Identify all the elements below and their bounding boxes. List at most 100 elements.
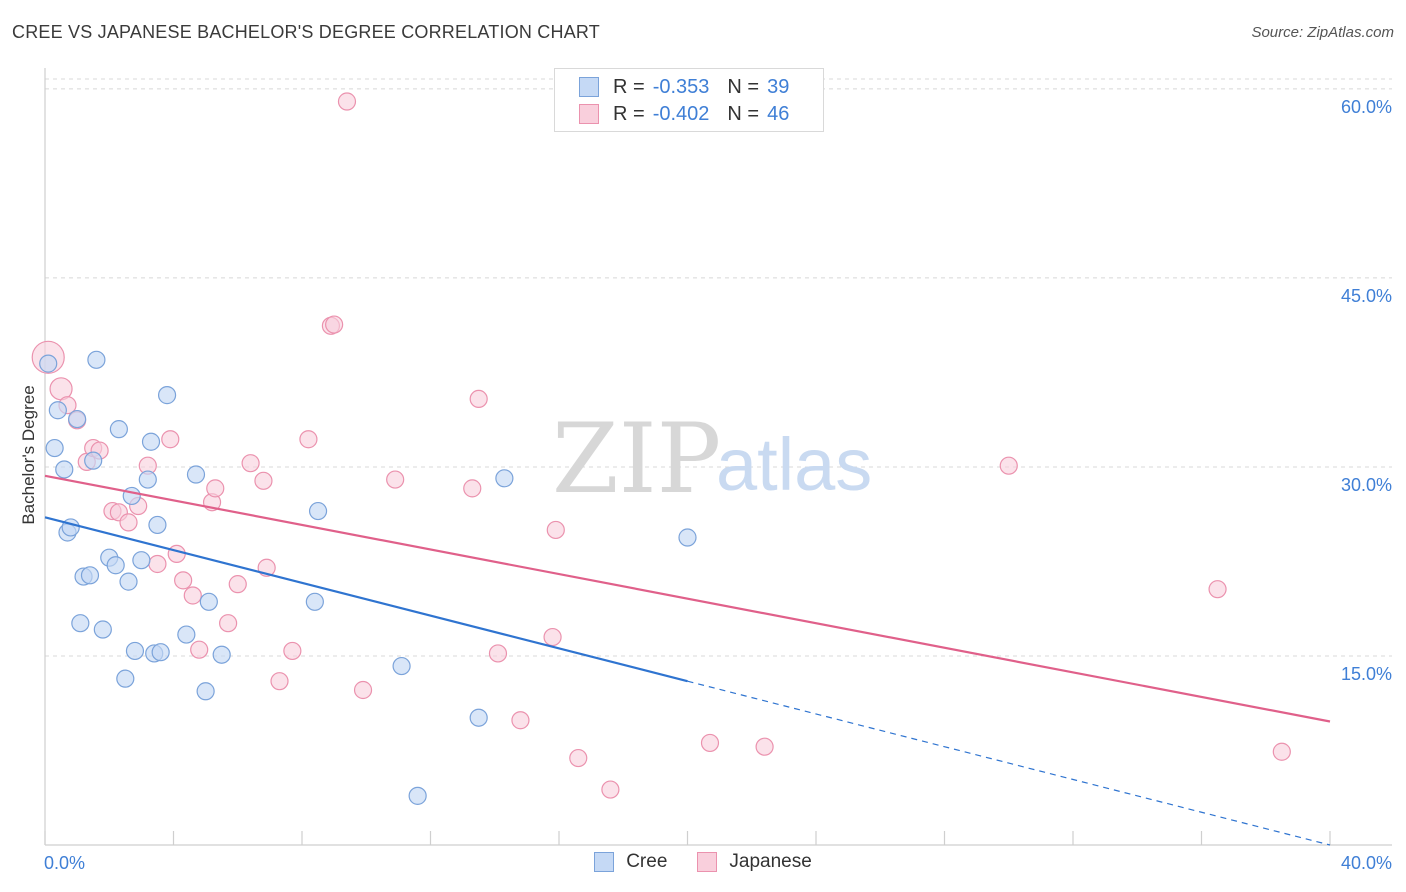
r-label: R = bbox=[613, 102, 645, 125]
legend-item-japanese: Japanese bbox=[697, 851, 812, 873]
japanese-point bbox=[569, 748, 588, 768]
cree-point bbox=[45, 438, 64, 458]
cree-point bbox=[392, 656, 411, 676]
japanese-point bbox=[543, 627, 562, 647]
japanese-point bbox=[353, 680, 373, 700]
japanese-point bbox=[511, 711, 530, 730]
japanese-point bbox=[755, 737, 774, 756]
japanese-point bbox=[488, 644, 508, 663]
stats-legend: R = -0.353 N = 39 R = -0.402 N = 46 bbox=[554, 68, 824, 132]
japanese-point bbox=[183, 586, 202, 605]
japanese-point bbox=[148, 554, 167, 574]
japanese-point bbox=[469, 389, 488, 409]
trend-lines bbox=[44, 474, 1331, 846]
japanese-point bbox=[283, 641, 302, 661]
y-tick-label: 45.0% bbox=[1341, 286, 1392, 306]
cree-point bbox=[148, 515, 167, 535]
japanese-point bbox=[190, 640, 209, 659]
japanese-point bbox=[337, 92, 357, 111]
watermark-zip: ZIP bbox=[552, 403, 721, 515]
japanese-point bbox=[299, 430, 318, 449]
cree-point bbox=[157, 386, 177, 405]
legend-label-japanese: Japanese bbox=[729, 851, 812, 872]
cree-trend-line bbox=[44, 516, 688, 683]
cree-point bbox=[141, 432, 161, 451]
cree-point bbox=[48, 401, 67, 420]
japanese-point bbox=[254, 471, 273, 490]
legend-label-cree: Cree bbox=[626, 851, 668, 872]
japanese-point bbox=[1208, 580, 1227, 599]
japanese-point bbox=[174, 571, 193, 590]
cree-swatch bbox=[594, 852, 615, 872]
japanese-point bbox=[325, 315, 344, 334]
cree-point bbox=[116, 669, 135, 688]
japanese-swatch bbox=[579, 104, 599, 124]
cree-point bbox=[109, 420, 128, 439]
cree-point bbox=[106, 556, 125, 575]
cree-point bbox=[196, 682, 215, 701]
cree-trend-extension bbox=[687, 680, 1331, 846]
series-legend: Cree Japanese bbox=[0, 851, 1406, 873]
x-tick-label: 0.0% bbox=[44, 853, 85, 873]
cree-point bbox=[212, 645, 231, 664]
tick-labels: 15.0% 30.0% 45.0% 60.0% 0.0% 40.0% bbox=[44, 97, 1392, 873]
cree-point bbox=[71, 614, 90, 633]
cree-point bbox=[408, 786, 427, 805]
y-tick-label: 60.0% bbox=[1341, 97, 1392, 117]
cree-point bbox=[678, 528, 697, 547]
watermark-atlas: atlas bbox=[716, 423, 872, 506]
n-label: N = bbox=[727, 75, 760, 98]
cree-point bbox=[186, 465, 206, 484]
legend-row-cree: R = -0.353 N = 39 bbox=[579, 75, 789, 99]
cree-point bbox=[122, 486, 141, 506]
cree-point bbox=[199, 592, 218, 611]
r-value: -0.353 bbox=[652, 75, 710, 98]
cree-point bbox=[308, 501, 328, 521]
cree-point bbox=[80, 566, 100, 585]
y-axis-label: Bachelor's Degree bbox=[19, 385, 38, 524]
cree-swatch bbox=[579, 77, 599, 97]
y-tick-label: 30.0% bbox=[1341, 475, 1392, 495]
japanese-point bbox=[463, 479, 482, 498]
r-value: -0.402 bbox=[652, 102, 710, 125]
cree-point bbox=[469, 708, 488, 727]
japanese-point bbox=[1272, 742, 1291, 761]
r-label: R = bbox=[613, 75, 645, 98]
cree-point bbox=[55, 460, 74, 479]
cree-point bbox=[132, 551, 151, 570]
n-value: 46 bbox=[767, 102, 790, 125]
cree-point bbox=[119, 572, 138, 591]
japanese-trend-line bbox=[44, 474, 1331, 723]
japanese-swatch bbox=[697, 852, 718, 872]
cree-points bbox=[39, 350, 697, 805]
n-label: N = bbox=[727, 102, 760, 125]
x-tick-label: 40.0% bbox=[1341, 853, 1392, 873]
japanese-point bbox=[241, 454, 260, 473]
source-label: Source: ZipAtlas.com bbox=[1251, 24, 1394, 41]
n-value: 39 bbox=[767, 75, 790, 98]
cree-point bbox=[39, 354, 58, 373]
japanese-point bbox=[206, 479, 225, 498]
axes bbox=[44, 68, 1392, 846]
japanese-point bbox=[228, 575, 247, 594]
japanese-point bbox=[999, 456, 1018, 475]
japanese-point bbox=[119, 513, 138, 532]
cree-point bbox=[177, 625, 196, 644]
legend-row-japanese: R = -0.402 N = 46 bbox=[579, 102, 789, 126]
cree-point bbox=[495, 469, 514, 488]
japanese-point bbox=[167, 544, 186, 564]
cree-point bbox=[151, 643, 170, 662]
cree-point bbox=[138, 470, 157, 489]
japanese-point bbox=[601, 780, 620, 799]
cree-point bbox=[93, 620, 112, 639]
japanese-point bbox=[386, 470, 405, 489]
watermark: ZIP atlas bbox=[552, 403, 872, 515]
japanese-point bbox=[546, 520, 565, 540]
cree-point bbox=[87, 350, 106, 369]
japanese-point bbox=[700, 733, 720, 753]
cree-point bbox=[305, 592, 324, 611]
chart-title: CREE VS JAPANESE BACHELOR'S DEGREE CORRE… bbox=[12, 22, 600, 42]
japanese-point bbox=[161, 430, 180, 449]
cree-point bbox=[84, 451, 103, 470]
